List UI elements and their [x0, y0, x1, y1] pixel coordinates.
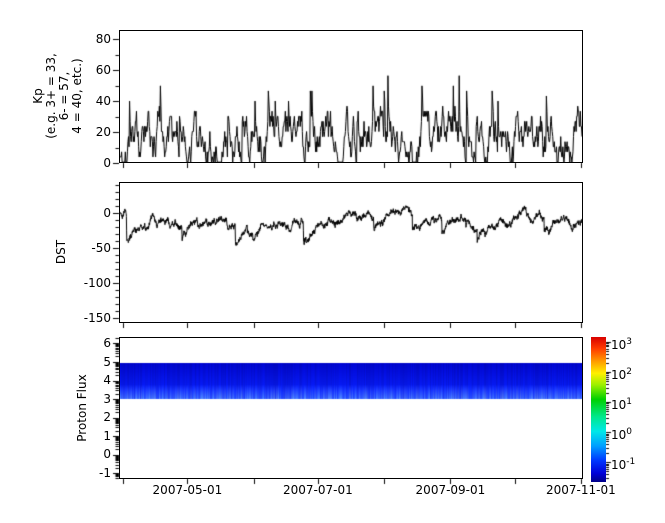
- colorbar-tick-label: 102: [611, 364, 633, 382]
- kp-ytick-label: 20: [95, 124, 111, 139]
- kp-series-canvas: [120, 31, 582, 162]
- x-tick-label: 2007-11-01: [545, 483, 616, 497]
- colorbar-tick-exponent: 0: [626, 427, 633, 438]
- dst-panel: [119, 182, 583, 323]
- proton_flux-ytick-label: 3: [103, 391, 111, 406]
- proton_flux-ytick-label: 0: [103, 447, 111, 462]
- colorbar-tick-base: 10: [611, 398, 627, 413]
- colorbar-tick-base: 10: [611, 428, 627, 443]
- colorbar-tick-base: 10: [611, 367, 627, 382]
- kp-panel: [119, 30, 583, 163]
- kp-ytick-label: 80: [95, 31, 111, 46]
- kp-ytick-label: 40: [95, 93, 111, 108]
- colorbar-tick-base: 10: [611, 337, 627, 352]
- colorbar: [591, 337, 606, 482]
- colorbar-tick-exponent: 2: [626, 366, 633, 377]
- proton_flux-ytick-label: 4: [103, 373, 111, 388]
- colorbar-tick-label: 103: [611, 334, 633, 352]
- dst-ytick-label: -150: [83, 310, 111, 325]
- dst-ytick-label: 0: [103, 205, 111, 220]
- colorbar-tick-label: 100: [611, 424, 633, 443]
- dst-series-canvas: [120, 183, 582, 322]
- colorbar-tick-exponent: 3: [626, 336, 633, 347]
- x-tick-label: 2007-05-01: [152, 483, 223, 497]
- proton-flux-panel: [119, 337, 583, 479]
- kp-ytick-label: 60: [95, 62, 111, 77]
- proton_flux-ytick-label: -1: [99, 465, 111, 480]
- dst-ytick-label: -100: [83, 275, 111, 290]
- colorbar-tick-label: 10-1: [611, 454, 636, 473]
- proton-flux-spectrogram-canvas: [120, 338, 582, 478]
- proton_flux-ytick-label: 1: [103, 428, 111, 443]
- proton_flux-ytick-label: 2: [103, 410, 111, 425]
- colorbar-tick-label: 101: [611, 394, 633, 413]
- x-tick-label: 2007-07-01: [282, 483, 353, 497]
- colorbar-tick-exponent: 1: [626, 397, 633, 408]
- dst-ytick-label: -50: [91, 240, 111, 255]
- kp-ytick-label: 0: [103, 155, 111, 170]
- proton_flux-ytick-label: 6: [103, 335, 111, 350]
- x-tick-label: 2007-09-01: [415, 483, 486, 497]
- colorbar-tick-base: 10: [611, 458, 627, 473]
- proton_flux-ytick-label: 5: [103, 354, 111, 369]
- colorbar-tick-exponent: -1: [626, 457, 636, 468]
